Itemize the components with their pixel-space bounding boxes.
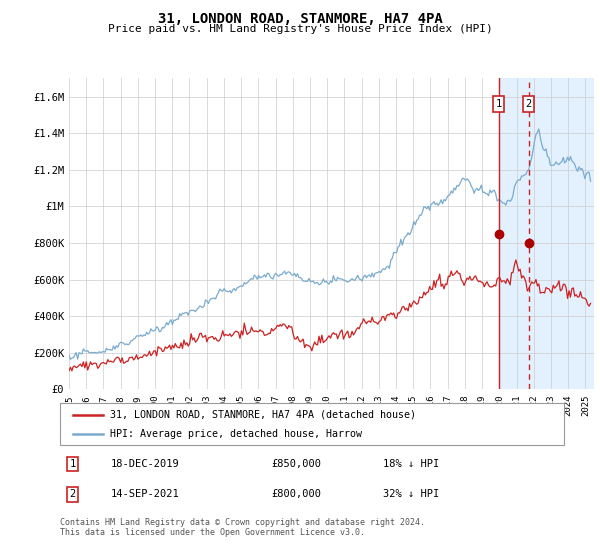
Text: £850,000: £850,000 xyxy=(272,459,322,469)
Text: 1: 1 xyxy=(496,99,502,109)
Text: 32% ↓ HPI: 32% ↓ HPI xyxy=(383,489,439,500)
Text: 31, LONDON ROAD, STANMORE, HA7 4PA: 31, LONDON ROAD, STANMORE, HA7 4PA xyxy=(158,12,442,26)
Text: 18-DEC-2019: 18-DEC-2019 xyxy=(110,459,179,469)
Text: 31, LONDON ROAD, STANMORE, HA7 4PA (detached house): 31, LONDON ROAD, STANMORE, HA7 4PA (deta… xyxy=(110,409,416,419)
Text: £800,000: £800,000 xyxy=(272,489,322,500)
Bar xyxy=(499,78,600,389)
Text: 14-SEP-2021: 14-SEP-2021 xyxy=(110,489,179,500)
Text: Contains HM Land Registry data © Crown copyright and database right 2024.
This d: Contains HM Land Registry data © Crown c… xyxy=(60,518,425,538)
FancyBboxPatch shape xyxy=(60,403,564,445)
Text: 18% ↓ HPI: 18% ↓ HPI xyxy=(383,459,439,469)
Text: Price paid vs. HM Land Registry's House Price Index (HPI): Price paid vs. HM Land Registry's House … xyxy=(107,24,493,34)
Text: 2: 2 xyxy=(526,99,532,109)
Text: HPI: Average price, detached house, Harrow: HPI: Average price, detached house, Harr… xyxy=(110,429,362,439)
Text: 2: 2 xyxy=(70,489,76,500)
Text: 1: 1 xyxy=(70,459,76,469)
